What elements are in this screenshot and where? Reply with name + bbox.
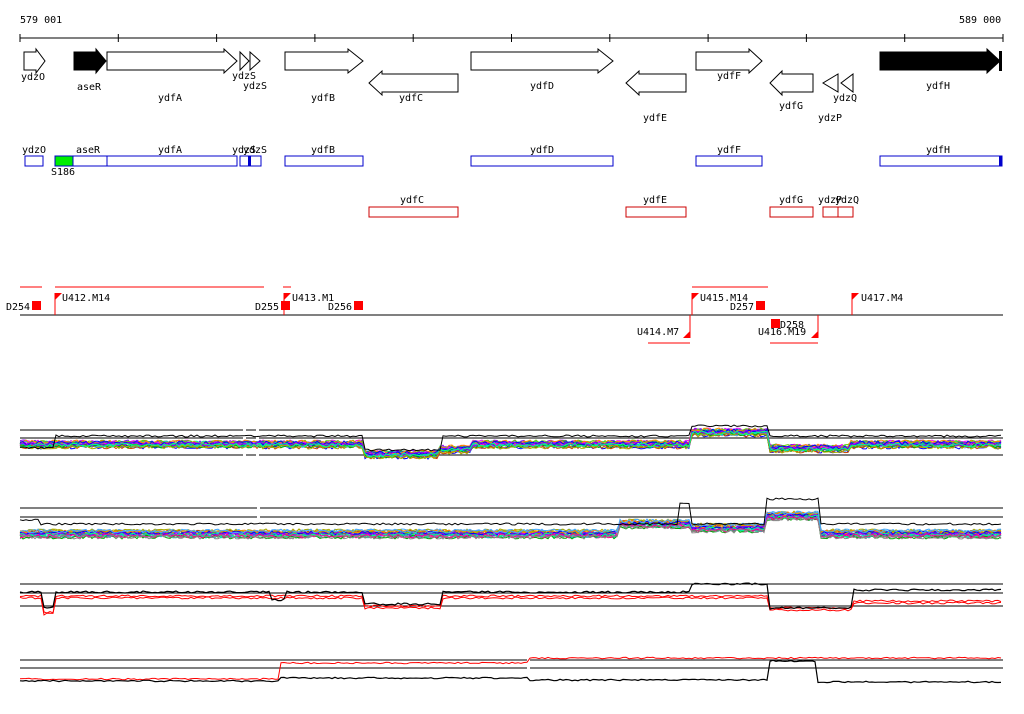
axis-start-label: 579 001 (20, 15, 62, 26)
downshift-marker-D257[interactable] (756, 301, 765, 310)
gene-label-ydfB: ydfB (311, 93, 335, 104)
expression-panel-4 (19, 655, 1003, 690)
downshift-marker-D254[interactable] (32, 301, 41, 310)
fwd-box-ydfA[interactable] (106, 155, 238, 167)
rev-box-ydfG[interactable] (769, 206, 814, 218)
gene-arrow-ydfG[interactable] (769, 69, 814, 97)
fwd-box-aseR[interactable] (72, 155, 108, 167)
gene-label-ydzP: ydzP (818, 113, 842, 124)
downshift-label-D258: D258 (780, 320, 804, 331)
expression-panel-3 (19, 582, 1003, 616)
gene-arrow-ydfD[interactable] (470, 47, 614, 75)
gene-arrow-ydzS-1[interactable] (239, 50, 250, 72)
fwd-label-ydzS-2: ydzS (243, 145, 267, 156)
upshift-label-U413: U413.M1 (292, 293, 334, 304)
upshift-label-U417: U417.M4 (861, 293, 903, 304)
gene-arrow-ydfF[interactable] (695, 47, 763, 75)
gene-arrow-ydfC[interactable] (368, 69, 459, 97)
gene-track: ydzO aseR ydfA ydzS ydzS ydfB ydfC ydfD … (21, 47, 1002, 124)
gene-label-ydzQ: ydzQ (833, 93, 857, 104)
downshift-label-D255: D255 (255, 302, 279, 313)
upshift-marker-U417[interactable] (851, 293, 859, 315)
fwd-label-ydfB: ydfB (311, 145, 335, 156)
rev-label-ydfE: ydfE (643, 195, 667, 206)
forward-annotation-track: ydzO aseR ydfA ydzS ydzS ydfB ydfD ydfF … (22, 145, 1003, 178)
fwd-label-ydfH: ydfH (926, 145, 950, 156)
feature-box-S186[interactable] (54, 155, 74, 167)
gene-label-ydfG: ydfG (779, 101, 803, 112)
fwd-box-ydfF[interactable] (695, 155, 763, 167)
fwd-box-ydzS-2[interactable] (249, 155, 262, 167)
expression-panel-1 (19, 424, 1003, 460)
gene-arrow-ydfE[interactable] (625, 69, 687, 97)
gene-label-ydzS: ydzS (232, 71, 256, 82)
upshift-marker-U416[interactable] (811, 315, 819, 338)
shift-track: U412.M14 U413.M1 U414.M7 U415.M14 U416.M… (6, 286, 1003, 344)
rev-box-ydzQ[interactable] (837, 206, 854, 218)
fwd-box-ydfB[interactable] (284, 155, 364, 167)
gene-label-ydfA: ydfA (158, 93, 182, 104)
gene-arrow-ydzO[interactable] (23, 47, 46, 75)
fwd-label-ydfD: ydfD (530, 145, 554, 156)
downshift-label-D256: D256 (328, 302, 352, 313)
rev-box-ydfC[interactable] (368, 206, 459, 218)
downshift-label-D254: D254 (6, 302, 30, 313)
fwd-label-ydfF: ydfF (717, 145, 741, 156)
gene-arrow-aseR[interactable] (73, 47, 107, 75)
rev-box-ydfE[interactable] (625, 206, 687, 218)
upshift-marker-U415[interactable] (691, 293, 699, 315)
fwd-box-ydzS-1[interactable] (239, 155, 250, 167)
downshift-marker-D258[interactable] (771, 319, 780, 328)
gene-label-ydfF: ydfF (717, 71, 741, 82)
reverse-annotation-track: ydfC ydfE ydfG ydzP ydzQ (368, 195, 859, 218)
gene-label-ydfE: ydfE (643, 113, 667, 124)
upshift-label-U412: U412.M14 (62, 293, 110, 304)
upshift-label-U414: U414.M7 (637, 327, 679, 338)
rev-label-ydfC: ydfC (400, 195, 424, 206)
axis-end-label: 589 000 (959, 15, 1001, 26)
fwd-box-ydzO[interactable] (24, 155, 44, 167)
downshift-label-D257: D257 (730, 302, 754, 313)
rev-label-ydfG: ydfG (779, 195, 803, 206)
coordinate-axis: 579 001 589 000 (19, 15, 1004, 42)
gene-arrow-ydzS-2[interactable] (249, 50, 261, 72)
feature-label-S186: S186 (51, 167, 75, 178)
gene-arrow-ydfA[interactable] (106, 47, 238, 75)
fwd-label-ydzS: ydzS (232, 145, 256, 156)
fwd-label-ydzO: ydzO (22, 145, 46, 156)
downshift-marker-D255[interactable] (281, 301, 290, 310)
fwd-label-aseR: aseR (76, 145, 101, 156)
expression-panel-2 (19, 497, 1003, 545)
gene-label-ydfD: ydfD (530, 81, 554, 92)
gene-arrow-ydfH[interactable] (879, 47, 1001, 75)
upshift-label-U415: U415.M14 (700, 293, 748, 304)
rev-label-ydzQ: ydzQ (835, 195, 859, 206)
upshift-marker-U412[interactable] (54, 293, 62, 315)
gene-label-ydfC: ydfC (399, 93, 423, 104)
gene-label-ydzO: ydzO (21, 72, 45, 83)
gene-label-ydfH: ydfH (926, 81, 950, 92)
gene-arrow-ydfB[interactable] (284, 47, 364, 75)
gene-arrow-ydzP[interactable] (822, 73, 839, 93)
fwd-box-ydfH[interactable] (879, 155, 1003, 167)
fwd-box-ydfD[interactable] (470, 155, 614, 167)
upshift-label-U416: U416.M19 (758, 327, 806, 338)
gene-arrow-ydzQ[interactable] (840, 73, 854, 93)
fwd-label-ydfA: ydfA (158, 145, 182, 156)
upshift-marker-U414[interactable] (683, 315, 691, 338)
gene-label-aseR: aseR (77, 82, 102, 93)
rev-label-ydzP: ydzP (818, 195, 842, 206)
rev-box-ydzP[interactable] (822, 206, 839, 218)
downshift-marker-D256[interactable] (354, 301, 363, 310)
gene-label-ydzS-2: ydzS (243, 81, 267, 92)
